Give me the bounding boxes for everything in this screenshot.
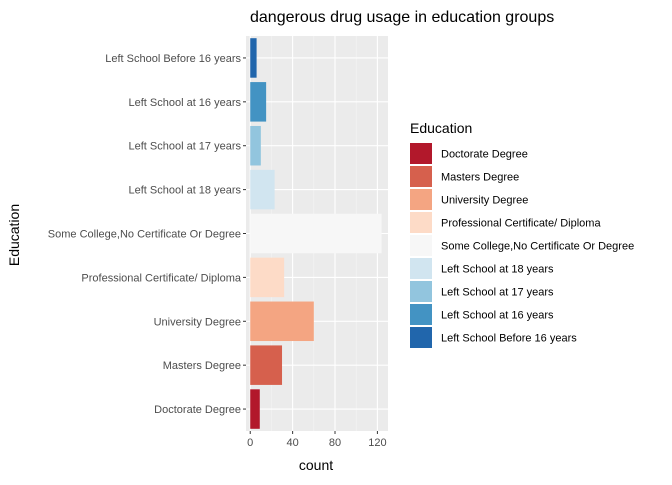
bar [250, 301, 314, 342]
legend-title: Education [410, 120, 472, 136]
bar [250, 257, 285, 298]
x-tick-label: 40 [287, 437, 299, 449]
x-axis-title: count [299, 457, 333, 473]
y-tick-label: Left School Before 16 years [105, 53, 241, 65]
bar [250, 213, 382, 254]
legend-label: Left School at 16 years [441, 310, 554, 322]
legend-label: Masters Degree [441, 172, 519, 184]
chart-title: dangerous drug usage in education groups [250, 9, 554, 26]
y-tick-label: Masters Degree [163, 360, 241, 372]
x-tick-label: 120 [368, 437, 386, 449]
y-tick-label: Professional Certificate/ Diploma [81, 272, 241, 284]
y-tick-label: Left School at 17 years [128, 141, 241, 153]
bar [250, 38, 257, 78]
bar [250, 345, 283, 385]
legend: Education Doctorate Degree Masters Degree… [410, 120, 634, 348]
legend-key [410, 166, 432, 187]
legend-key [410, 281, 432, 302]
legend-key [410, 212, 432, 233]
y-tick-label: Doctorate Degree [154, 404, 241, 416]
y-tick-label: Some College,No Certificate Or Degree [48, 229, 241, 241]
bar [250, 389, 260, 429]
legend-label: Doctorate Degree [441, 149, 528, 161]
y-tick-label: University Degree [154, 316, 241, 328]
y-axis-title: Education [6, 204, 22, 266]
bar [250, 82, 267, 122]
legend-label: Some College,No Certificate Or Degree [441, 241, 634, 253]
legend-label: Professional Certificate/ Diploma [441, 218, 601, 230]
legend-key [410, 235, 432, 256]
bar [250, 169, 275, 210]
legend-label: Left School at 18 years [441, 264, 554, 276]
y-tick-labels: Left School Before 16 years Left School a… [48, 53, 246, 416]
x-tick-label: 0 [247, 437, 253, 449]
legend-label: University Degree [441, 195, 528, 207]
legend-label: Left School at 17 years [441, 287, 554, 299]
legend-label: Left School Before 16 years [441, 333, 577, 345]
x-tick-label: 80 [329, 437, 341, 449]
y-tick-label: Left School at 16 years [128, 97, 241, 109]
legend-items: Doctorate Degree Masters Degree University… [410, 143, 634, 348]
legend-key [410, 327, 432, 348]
legend-key [410, 304, 432, 325]
x-tick-labels: 0 40 80 120 [247, 431, 387, 449]
bar [250, 125, 261, 166]
legend-key [410, 143, 432, 164]
legend-key [410, 258, 432, 279]
bars [250, 38, 382, 429]
y-tick-label: Left School at 18 years [128, 185, 241, 197]
legend-key [410, 189, 432, 210]
